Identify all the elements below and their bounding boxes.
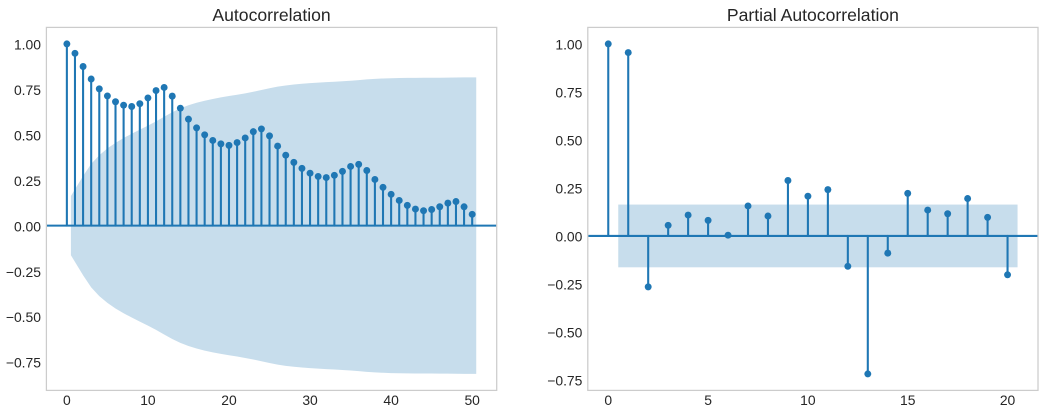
svg-text:15: 15 — [900, 392, 916, 408]
svg-text:0: 0 — [63, 392, 71, 408]
svg-text:−0.25: −0.25 — [547, 277, 582, 293]
svg-text:1.00: 1.00 — [14, 37, 41, 53]
svg-text:5: 5 — [704, 392, 712, 408]
svg-text:50: 50 — [464, 392, 480, 408]
svg-text:0.75: 0.75 — [555, 85, 582, 101]
svg-text:−0.25: −0.25 — [6, 264, 41, 280]
svg-text:0.25: 0.25 — [14, 173, 41, 189]
svg-text:10: 10 — [140, 392, 156, 408]
svg-text:30: 30 — [302, 392, 318, 408]
svg-text:1.00: 1.00 — [555, 37, 582, 53]
svg-text:40: 40 — [383, 392, 399, 408]
svg-text:−0.50: −0.50 — [6, 309, 41, 325]
svg-text:−0.50: −0.50 — [547, 325, 582, 341]
svg-text:0.00: 0.00 — [14, 218, 41, 234]
svg-text:20: 20 — [1000, 392, 1016, 408]
svg-text:−0.75: −0.75 — [6, 355, 41, 371]
svg-text:10: 10 — [800, 392, 816, 408]
svg-text:0.50: 0.50 — [555, 133, 582, 149]
svg-text:0.25: 0.25 — [555, 181, 582, 197]
svg-text:0.75: 0.75 — [14, 82, 41, 98]
svg-text:−0.75: −0.75 — [547, 373, 582, 389]
svg-text:0: 0 — [604, 392, 612, 408]
svg-text:0.00: 0.00 — [555, 229, 582, 245]
svg-text:20: 20 — [221, 392, 237, 408]
svg-text:0.50: 0.50 — [14, 127, 41, 143]
svg-text:Partial Autocorrelation: Partial Autocorrelation — [727, 5, 899, 25]
svg-text:Autocorrelation: Autocorrelation — [212, 5, 330, 25]
